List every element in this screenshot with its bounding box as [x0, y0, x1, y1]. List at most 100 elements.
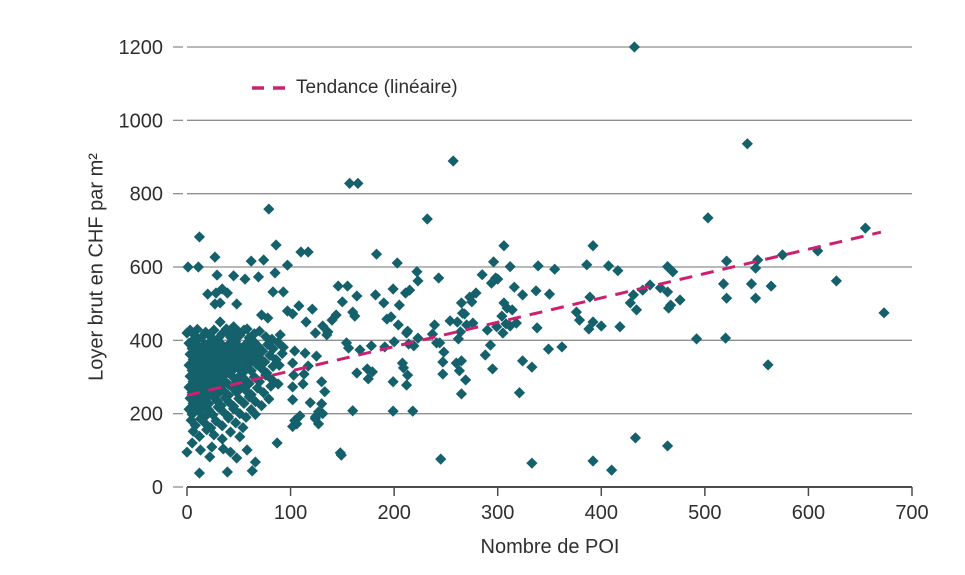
data-point — [717, 278, 730, 290]
data-point — [316, 376, 328, 388]
data-point — [461, 319, 473, 331]
data-point — [454, 326, 467, 338]
data-point — [263, 203, 275, 215]
data-point — [393, 299, 405, 311]
data-point — [369, 289, 382, 301]
data-point — [218, 375, 230, 387]
data-point — [192, 261, 204, 273]
data-point — [435, 453, 447, 465]
data-point — [234, 408, 246, 420]
data-point — [455, 388, 468, 400]
data-point — [222, 412, 235, 424]
data-point — [326, 314, 338, 326]
data-point — [231, 298, 243, 310]
data-point — [513, 387, 526, 399]
data-point — [186, 437, 198, 449]
data-point — [211, 269, 223, 281]
data-point — [444, 315, 456, 327]
data-point — [392, 319, 404, 331]
data-point — [451, 316, 463, 328]
data-point — [216, 433, 228, 445]
data-point — [344, 177, 356, 189]
data-point — [516, 355, 529, 367]
data-point — [189, 336, 201, 348]
data-point — [370, 248, 383, 260]
data-point — [674, 294, 686, 306]
data-point — [208, 324, 220, 336]
data-point — [332, 280, 344, 292]
data-point — [214, 359, 226, 371]
data-point — [859, 222, 871, 234]
x-tick-label: 100 — [274, 502, 307, 524]
data-point — [231, 347, 243, 359]
data-point — [466, 296, 478, 308]
data-point — [387, 376, 399, 388]
data-point — [250, 358, 262, 370]
data-point — [236, 345, 248, 357]
data-point — [341, 280, 354, 292]
data-point — [486, 363, 499, 375]
data-point — [830, 275, 842, 287]
data-point — [220, 325, 232, 337]
data-point — [267, 286, 279, 298]
data-point — [504, 261, 516, 273]
data-point — [543, 288, 556, 300]
y-tick-label: 200 — [130, 404, 163, 426]
data-point — [452, 333, 464, 345]
data-point — [584, 291, 596, 303]
data-point — [587, 455, 599, 467]
data-point — [210, 287, 222, 299]
data-point — [532, 260, 544, 272]
data-point — [453, 365, 465, 377]
data-point — [221, 287, 233, 299]
data-point — [321, 329, 333, 341]
data-point — [264, 349, 276, 361]
data-point — [287, 357, 299, 369]
data-point — [526, 361, 538, 373]
data-point — [186, 342, 198, 354]
data-point — [193, 467, 206, 479]
data-point — [208, 429, 220, 441]
data-point — [245, 404, 257, 416]
data-point — [630, 304, 643, 316]
data-point — [246, 465, 258, 477]
data-point — [347, 405, 359, 417]
data-point — [455, 297, 468, 309]
data-point — [667, 266, 679, 278]
data-point — [293, 300, 305, 312]
data-point — [287, 308, 299, 320]
data-point — [223, 360, 236, 372]
data-point — [253, 325, 266, 337]
data-point — [750, 292, 762, 304]
data-point — [295, 246, 307, 258]
data-point — [407, 405, 419, 417]
data-point — [362, 373, 374, 385]
data-point — [262, 312, 274, 324]
data-point — [765, 280, 777, 292]
data-point — [433, 272, 445, 284]
data-point — [214, 297, 226, 309]
data-point — [221, 466, 233, 478]
data-point — [612, 265, 624, 277]
data-point — [388, 336, 400, 348]
data-point — [218, 386, 230, 398]
data-point — [186, 364, 198, 376]
data-point — [581, 259, 593, 271]
x-tick-label: 500 — [688, 502, 721, 524]
data-point — [189, 358, 201, 370]
x-tick-label: 700 — [895, 502, 928, 524]
data-point — [288, 369, 300, 381]
data-point — [181, 446, 193, 458]
data-point — [277, 341, 289, 353]
data-point — [230, 417, 242, 429]
data-point — [194, 444, 207, 456]
data-point — [381, 313, 393, 325]
data-point — [479, 349, 491, 361]
data-point — [365, 340, 377, 352]
data-point — [379, 341, 391, 353]
data-point — [238, 397, 250, 409]
data-point — [510, 317, 522, 329]
data-point — [467, 317, 479, 329]
data-point — [396, 357, 409, 369]
data-point — [269, 267, 281, 279]
